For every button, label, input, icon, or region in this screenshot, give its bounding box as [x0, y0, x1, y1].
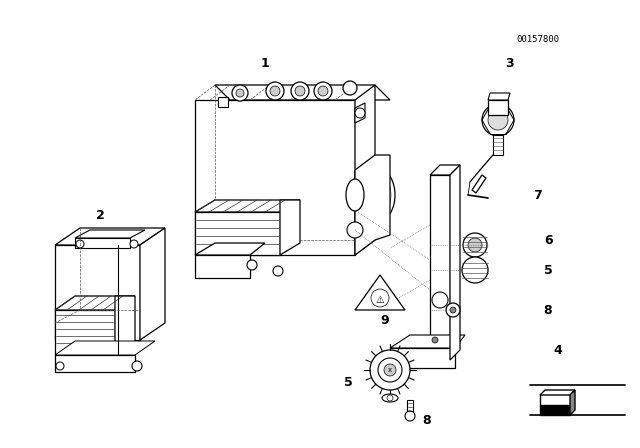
Circle shape — [370, 350, 410, 390]
Ellipse shape — [365, 170, 395, 220]
Text: ⚠: ⚠ — [376, 295, 385, 305]
Circle shape — [130, 240, 138, 248]
Ellipse shape — [382, 394, 398, 402]
Circle shape — [446, 303, 460, 317]
Text: 3: 3 — [506, 56, 515, 69]
Text: 00157800: 00157800 — [516, 34, 559, 43]
Polygon shape — [493, 135, 503, 155]
Polygon shape — [540, 405, 570, 415]
Circle shape — [387, 395, 393, 401]
Circle shape — [355, 108, 365, 118]
Polygon shape — [195, 212, 280, 255]
Polygon shape — [55, 296, 135, 310]
Polygon shape — [390, 335, 465, 348]
Polygon shape — [355, 275, 405, 310]
Circle shape — [247, 260, 257, 270]
Text: 7: 7 — [534, 189, 542, 202]
Circle shape — [371, 289, 389, 307]
Polygon shape — [450, 165, 460, 360]
Circle shape — [295, 86, 305, 96]
Polygon shape — [55, 245, 140, 340]
Circle shape — [132, 361, 142, 371]
Text: 8: 8 — [422, 414, 431, 426]
Circle shape — [432, 292, 448, 308]
Polygon shape — [280, 200, 300, 255]
Polygon shape — [215, 85, 390, 100]
Text: 4: 4 — [554, 344, 563, 357]
Circle shape — [266, 82, 284, 100]
Polygon shape — [390, 348, 455, 368]
Circle shape — [318, 86, 328, 96]
Polygon shape — [430, 165, 460, 175]
Circle shape — [378, 358, 402, 382]
Polygon shape — [55, 341, 155, 355]
Circle shape — [273, 266, 283, 276]
Circle shape — [450, 307, 456, 313]
Polygon shape — [55, 228, 165, 245]
Polygon shape — [195, 200, 300, 212]
Text: 5: 5 — [543, 263, 552, 276]
Ellipse shape — [369, 176, 391, 214]
Polygon shape — [195, 255, 250, 278]
Text: 5: 5 — [344, 375, 353, 388]
Text: 6: 6 — [545, 233, 554, 246]
Circle shape — [343, 81, 357, 95]
Polygon shape — [540, 390, 575, 395]
Polygon shape — [140, 228, 165, 340]
Polygon shape — [355, 103, 365, 123]
Circle shape — [488, 110, 508, 130]
Polygon shape — [488, 100, 508, 115]
Circle shape — [384, 364, 396, 376]
Circle shape — [291, 82, 309, 100]
Circle shape — [314, 82, 332, 100]
Polygon shape — [218, 97, 228, 107]
Polygon shape — [195, 243, 265, 255]
Circle shape — [232, 85, 248, 101]
Polygon shape — [195, 100, 355, 255]
Text: x: x — [388, 367, 392, 373]
Circle shape — [432, 337, 438, 343]
Polygon shape — [75, 230, 145, 238]
Circle shape — [462, 257, 488, 283]
Polygon shape — [407, 400, 413, 412]
Polygon shape — [55, 310, 115, 355]
Circle shape — [56, 362, 64, 370]
Polygon shape — [55, 355, 135, 372]
Polygon shape — [75, 238, 130, 248]
Text: 2: 2 — [95, 208, 104, 221]
Circle shape — [236, 89, 244, 97]
Text: 8: 8 — [544, 303, 552, 316]
Polygon shape — [570, 390, 575, 415]
Polygon shape — [472, 175, 486, 193]
Polygon shape — [355, 85, 375, 255]
Polygon shape — [355, 155, 390, 255]
Circle shape — [463, 233, 487, 257]
Text: 1: 1 — [260, 56, 269, 69]
Circle shape — [468, 238, 482, 252]
Polygon shape — [430, 175, 450, 360]
Polygon shape — [488, 93, 510, 100]
Circle shape — [270, 86, 280, 96]
Circle shape — [405, 411, 415, 421]
Ellipse shape — [346, 179, 364, 211]
Circle shape — [76, 240, 84, 248]
Polygon shape — [115, 296, 135, 355]
Circle shape — [347, 222, 363, 238]
Text: 9: 9 — [381, 314, 389, 327]
Circle shape — [482, 104, 514, 136]
